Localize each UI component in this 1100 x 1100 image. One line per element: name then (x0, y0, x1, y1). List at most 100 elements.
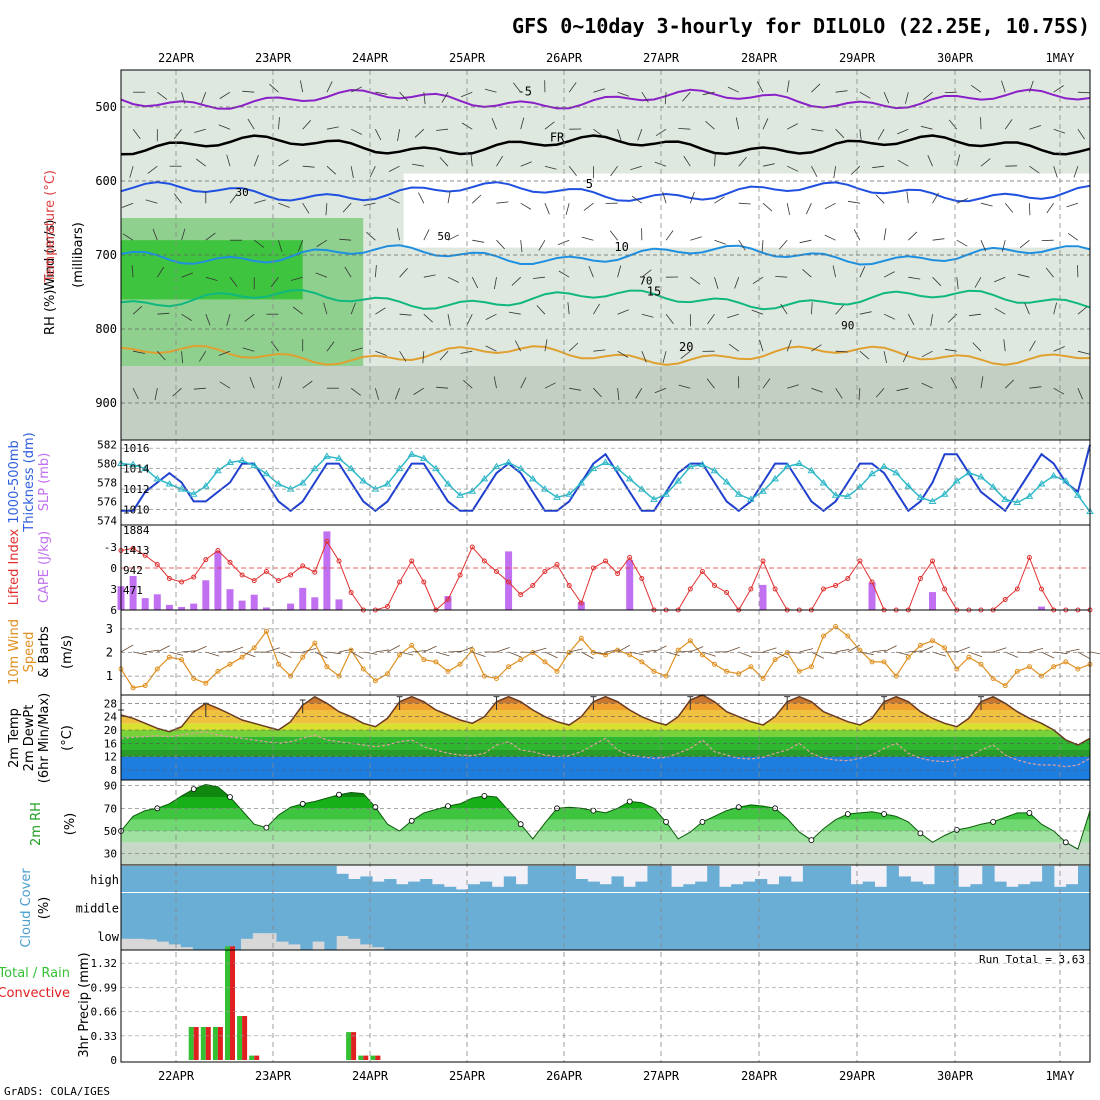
wind-barb (375, 649, 390, 653)
date-top-5: 27APR (643, 51, 680, 65)
slp-line (120, 453, 1091, 513)
upper-wind-barb (641, 313, 654, 318)
wind-speed-point (518, 657, 524, 663)
rh-point (336, 791, 342, 798)
temp-contour-label-4: 15 (647, 284, 661, 298)
lifted-index-point (639, 576, 645, 581)
upper-wind-barb (439, 350, 449, 361)
cloud-cell-low (228, 922, 241, 950)
svg-text:Wind (m/s): Wind (m/s) (43, 220, 58, 291)
upper-wind-barb (617, 309, 629, 315)
rh-point (408, 817, 415, 824)
cape-tick-1413: 1413 (123, 544, 150, 557)
cloud-cell-high (444, 886, 457, 892)
wind-barb (544, 651, 558, 659)
wind-speed-point (421, 657, 427, 663)
upper-wind-barb (375, 129, 382, 141)
lifted-index-point (772, 586, 778, 592)
wind-label-2: Speed (22, 632, 37, 673)
wind-barb (363, 651, 378, 655)
upper-wind-barb (350, 128, 363, 135)
cloud-cell-low (635, 922, 648, 950)
wind-barb (593, 651, 608, 655)
cloud-cell-low (312, 922, 325, 942)
upper-wind-barb (278, 376, 283, 389)
upper-wind-barb (270, 341, 279, 352)
upper-wind-barb (920, 125, 933, 130)
cloud-cell-middle (180, 893, 194, 922)
upper-wind-barb (588, 265, 594, 278)
upper-wind-barb (397, 129, 400, 142)
upper-wind-barb (270, 276, 279, 288)
cape-bar (868, 582, 876, 610)
thickness-tick-574: 574 (97, 514, 117, 527)
lifted-index-point (203, 557, 209, 563)
temp-tick-16: 16 (104, 737, 117, 750)
slp-point (722, 478, 731, 485)
rh-point (1026, 810, 1033, 816)
cloud-cell-middle (408, 893, 421, 922)
lifted-tick-6: 6 (110, 604, 117, 617)
upper-wind-barb (1003, 339, 1006, 352)
wind-speed-point (179, 657, 185, 663)
lifted-index-point (1026, 555, 1032, 560)
slp-point (1037, 480, 1046, 487)
slp-point (274, 480, 283, 487)
wind-speed-point (166, 654, 172, 660)
lifted-index-point (348, 590, 354, 595)
upper-wind-barb (980, 240, 987, 252)
temp-contour-5 (120, 344, 1090, 366)
cloud-cell-middle (467, 893, 481, 922)
upper-wind-barb (950, 377, 958, 389)
cloud-cell-middle (970, 893, 983, 922)
upper-wind-barb (199, 350, 207, 362)
cloud-cell-middle (1006, 893, 1019, 922)
date-top-6: 28APR (741, 51, 778, 65)
slp-point (831, 491, 840, 498)
upper-wind-barb (344, 266, 352, 278)
upper-wind-barb (762, 378, 771, 389)
cloud-cell-low (874, 922, 887, 950)
upper-wind-barb (156, 266, 165, 278)
cloud-cell-high (515, 884, 529, 892)
precip-tick-0: 0 (110, 1054, 117, 1067)
wind-barb (120, 644, 134, 653)
thickness-tick-578: 578 (97, 477, 117, 490)
date-bottom-8: 30APR (937, 1069, 974, 1083)
upper-wind-barb (532, 276, 545, 279)
cloud-cell-low (467, 922, 481, 950)
upper-wind-barb (859, 311, 872, 315)
cloud-cell-middle (228, 893, 241, 922)
wind-speed-point (324, 664, 330, 670)
wind-barb (338, 648, 353, 653)
upper-wind-barb (1073, 166, 1079, 178)
cloud-cell-middle (479, 893, 493, 922)
upper-wind-barb (1001, 240, 1006, 252)
precip-convective-bar (363, 1055, 369, 1060)
slp-point (129, 460, 137, 468)
temp-band-6 (121, 703, 1090, 710)
svg-text:RH (%): RH (%) (43, 290, 58, 335)
cloud-cell-middle (958, 893, 971, 922)
cape-tick-471: 471 (123, 584, 143, 597)
upper-wind-barb (300, 80, 304, 93)
wind-speed-point (227, 661, 233, 667)
cloud-cell-high (719, 886, 732, 892)
slp-point (262, 469, 271, 477)
mb-tick-800: 800 (95, 322, 117, 336)
upper-wind-barb (315, 272, 328, 278)
wind-speed-point (881, 659, 887, 665)
upper-wind-barb (342, 202, 352, 213)
lifted-index-point (578, 600, 584, 606)
upper-wind-barb (617, 91, 630, 97)
upper-wind-barb (219, 91, 231, 99)
rh-band-1 (121, 831, 1090, 843)
upper-wind-barb (734, 277, 740, 289)
cloud-cell-high (204, 866, 217, 892)
upper-wind-barb (811, 83, 821, 93)
mb-tick-600: 600 (95, 174, 117, 188)
cloud-cell-low (683, 922, 696, 950)
precip-tick-0.33: 0.33 (91, 1030, 118, 1043)
cape-tick-942: 942 (123, 564, 143, 577)
upper-wind-barb (617, 129, 622, 141)
